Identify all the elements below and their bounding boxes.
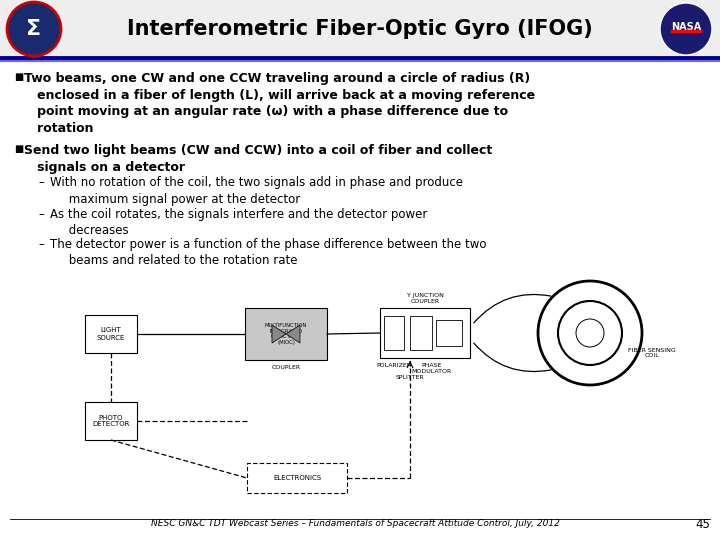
Text: LIGHT
SOURCE: LIGHT SOURCE [96, 327, 125, 341]
Text: Interferometric Fiber-Optic Gyro (IFOG): Interferometric Fiber-Optic Gyro (IFOG) [127, 19, 593, 39]
Bar [380, 308, 470, 358]
Circle shape [660, 3, 712, 55]
Text: The detector power is a function of the phase difference between the two
     be: The detector power is a function of the … [50, 238, 487, 267]
Text: ELECTRONICS: ELECTRONICS [273, 475, 321, 481]
Text: Y JUNCTION
COUPLER: Y JUNCTION COUPLER [407, 293, 444, 304]
Text: Send two light beams (CW and CCW) into a coil of fiber and collect
   signals on: Send two light beams (CW and CCW) into a… [24, 144, 492, 173]
Polygon shape [272, 325, 286, 343]
Circle shape [538, 281, 642, 385]
Text: –: – [38, 208, 44, 221]
Bar [247, 463, 347, 493]
Circle shape [558, 301, 622, 365]
Bar [384, 316, 404, 350]
Text: MULTIFUNCTION
INTEGRATED
OPTIC CHIP
(MIOC): MULTIFUNCTION INTEGRATED OPTIC CHIP (MIO… [265, 323, 307, 345]
Text: ■: ■ [14, 72, 23, 82]
Text: Σ: Σ [27, 19, 42, 39]
Circle shape [7, 2, 61, 56]
Text: SPLITTER: SPLITTER [396, 375, 424, 380]
Polygon shape [286, 325, 300, 343]
Text: –: – [38, 176, 44, 189]
Text: NASA: NASA [671, 22, 701, 32]
Text: Two beams, one CW and one CCW traveling around a circle of radius (R)
   enclose: Two beams, one CW and one CCW traveling … [24, 72, 535, 134]
Bar [410, 316, 432, 350]
Bar [436, 320, 462, 346]
Bar [85, 402, 137, 440]
Bar [85, 315, 137, 353]
Text: NESC GN&C TDT Webcast Series – Fundamentals of Spacecraft Attitude Control, July: NESC GN&C TDT Webcast Series – Fundament… [150, 519, 559, 529]
Text: COUPLER: COUPLER [271, 365, 300, 370]
Bar [0, 0, 720, 58]
Text: As the coil rotates, the signals interfere and the detector power
     decreases: As the coil rotates, the signals interfe… [50, 208, 428, 238]
Circle shape [576, 319, 604, 347]
Text: 45: 45 [696, 517, 711, 530]
Text: ■: ■ [14, 144, 23, 154]
Text: POLARIZER: POLARIZER [377, 363, 412, 368]
Text: PHASE
MODULATOR: PHASE MODULATOR [412, 363, 452, 374]
Text: –: – [38, 238, 44, 251]
Text: PHOTO
DETECTOR: PHOTO DETECTOR [92, 415, 130, 428]
Bar [245, 308, 327, 360]
Text: FIBER SENSING
COIL: FIBER SENSING COIL [628, 348, 676, 359]
Text: With no rotation of the coil, the two signals add in phase and produce
     maxi: With no rotation of the coil, the two si… [50, 176, 463, 206]
